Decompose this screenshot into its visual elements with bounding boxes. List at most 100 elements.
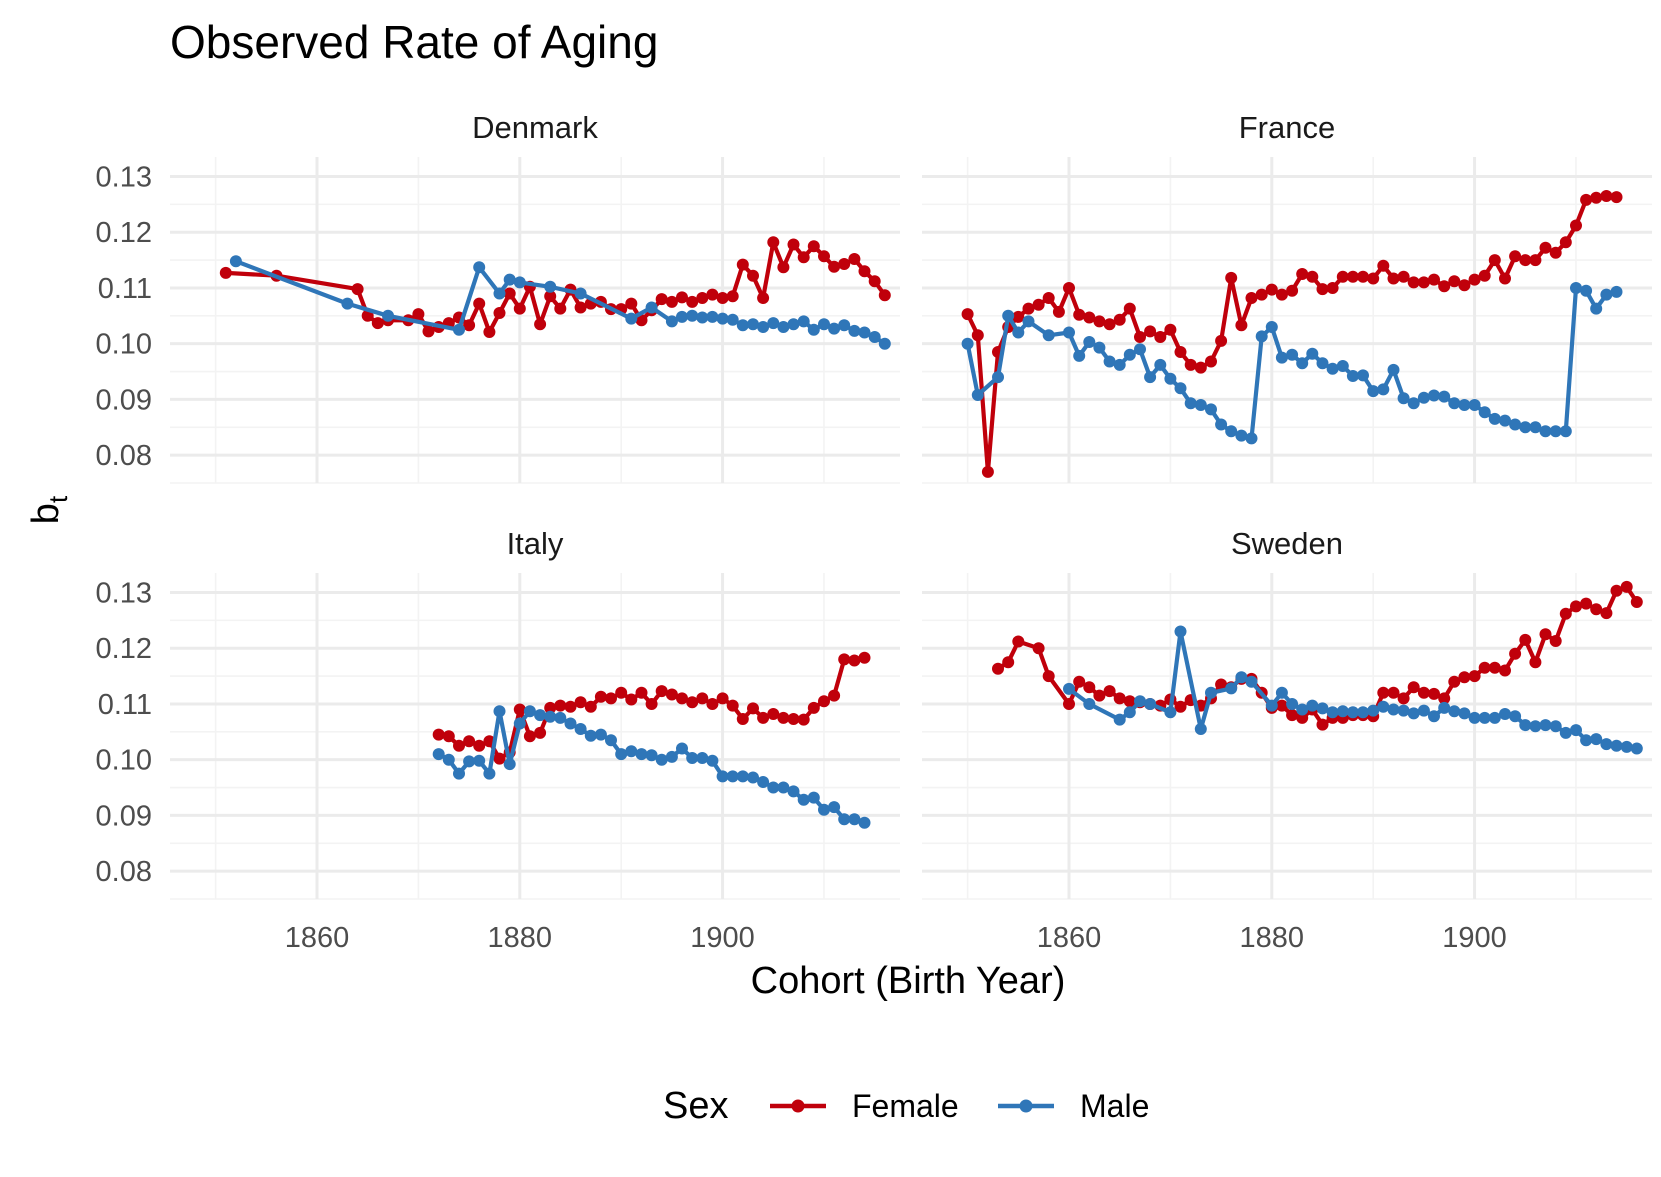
data-point-male xyxy=(1377,383,1390,396)
data-point-male xyxy=(726,313,739,326)
data-point-female xyxy=(1123,695,1136,708)
data-point-female xyxy=(706,288,719,301)
data-point-female xyxy=(1093,689,1106,702)
data-point-female xyxy=(818,695,830,708)
data-point-male xyxy=(1063,326,1075,339)
data-point-male xyxy=(605,734,617,747)
data-point-female xyxy=(1215,334,1228,347)
data-point-male xyxy=(1438,701,1451,714)
data-point-female xyxy=(777,711,790,724)
data-point-female xyxy=(635,686,648,699)
data-point-male xyxy=(1093,341,1106,354)
data-point-female xyxy=(797,713,810,726)
data-point-male xyxy=(1245,675,1258,688)
data-point-female xyxy=(807,701,820,714)
data-point-female xyxy=(1052,305,1065,318)
panel-strip-label: Sweden xyxy=(1231,526,1343,561)
x-tick-label: 1860 xyxy=(1037,922,1102,954)
data-point-male xyxy=(868,331,881,343)
data-point-female xyxy=(992,662,1004,675)
data-point-female xyxy=(1174,346,1187,358)
data-point-male xyxy=(807,791,820,804)
data-point-female xyxy=(655,685,668,698)
data-point-male xyxy=(665,315,678,328)
data-point-female xyxy=(442,730,455,743)
data-point-male xyxy=(1134,343,1146,356)
data-point-female xyxy=(1275,699,1288,712)
data-point-male xyxy=(1326,362,1339,375)
data-point-male xyxy=(961,337,974,350)
data-point-female xyxy=(726,290,739,303)
data-point-male xyxy=(503,273,516,286)
data-point-male xyxy=(878,337,891,350)
data-point-male xyxy=(1387,703,1400,716)
data-point-male xyxy=(1357,369,1369,382)
data-point-male xyxy=(483,767,496,780)
data-point-female xyxy=(554,302,567,315)
data-point-female xyxy=(483,326,496,338)
data-point-female xyxy=(1275,288,1288,301)
data-point-male xyxy=(1478,406,1491,419)
y-tick-label: 0.08 xyxy=(96,440,152,472)
data-point-male xyxy=(676,310,688,323)
data-point-male xyxy=(1022,315,1035,328)
data-point-female xyxy=(1580,193,1593,206)
data-point-male xyxy=(341,297,354,310)
data-point-male xyxy=(584,729,597,742)
data-point-female xyxy=(828,689,841,702)
data-point-female xyxy=(1397,692,1410,705)
chart-title: Observed Rate of Aging xyxy=(170,16,658,68)
y-tick-label: 0.12 xyxy=(96,217,152,249)
data-point-female xyxy=(1215,678,1228,691)
data-point-female xyxy=(1306,270,1319,283)
data-point-female xyxy=(1225,271,1238,284)
data-point-female xyxy=(1235,319,1248,332)
series-male-italy xyxy=(432,705,871,829)
data-point-male xyxy=(757,321,770,333)
data-point-female xyxy=(1073,308,1086,321)
data-point-female xyxy=(534,726,547,739)
data-point-female xyxy=(1042,670,1055,683)
data-point-female xyxy=(1184,358,1197,371)
data-point-male xyxy=(1225,682,1238,695)
data-point-female xyxy=(1326,282,1339,294)
data-point-female xyxy=(605,692,617,705)
data-point-male xyxy=(1509,710,1522,723)
legend-label: Female xyxy=(852,1088,959,1124)
data-point-male xyxy=(1245,432,1258,445)
data-point-female xyxy=(453,739,465,752)
data-point-female xyxy=(1519,254,1532,267)
data-point-female xyxy=(1387,272,1400,285)
data-point-female xyxy=(1438,692,1451,705)
data-point-female xyxy=(1316,718,1329,731)
panel-strip-label: Italy xyxy=(507,526,564,561)
data-point-female xyxy=(858,265,871,278)
data-point-female xyxy=(1032,298,1045,311)
data-point-male xyxy=(1042,329,1055,342)
data-point-male xyxy=(1539,719,1552,732)
data-point-male xyxy=(655,753,668,766)
data-point-male xyxy=(1559,726,1572,739)
data-point-female xyxy=(747,702,759,715)
data-point-female xyxy=(1103,685,1116,698)
data-point-male xyxy=(1417,704,1430,717)
data-point-male xyxy=(1377,700,1390,713)
data-point-male xyxy=(1336,705,1349,718)
data-point-female xyxy=(757,711,770,724)
data-point-male xyxy=(1296,703,1309,716)
panel-france: France xyxy=(922,110,1652,484)
data-point-male xyxy=(1184,397,1197,410)
y-tick-label: 0.09 xyxy=(96,800,152,832)
data-point-female xyxy=(1600,607,1613,620)
data-point-female xyxy=(523,730,536,743)
data-point-female xyxy=(1499,272,1511,285)
data-point-female xyxy=(1458,671,1471,684)
data-point-male xyxy=(1468,399,1481,411)
data-point-male xyxy=(1519,421,1532,434)
data-point-female xyxy=(706,698,719,710)
data-point-male xyxy=(493,287,506,300)
data-point-female xyxy=(513,703,526,716)
data-point-male xyxy=(696,311,709,324)
data-point-female xyxy=(1590,191,1603,204)
data-point-male xyxy=(1113,713,1126,726)
